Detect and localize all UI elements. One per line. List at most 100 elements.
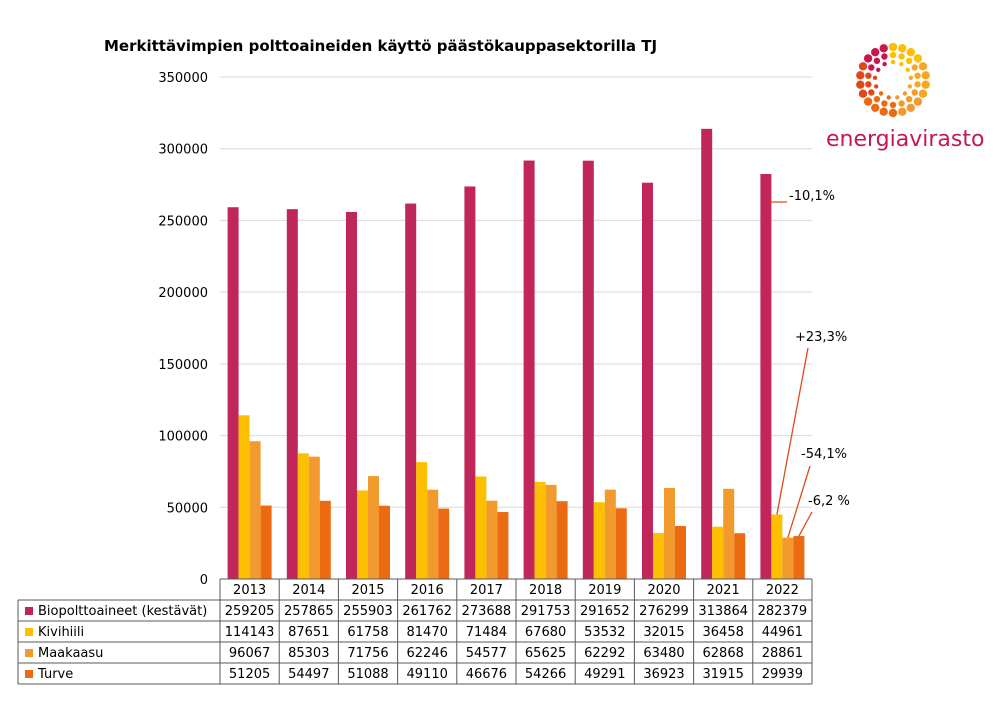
data-label: 62246 [407, 646, 448, 661]
bars [227, 128, 805, 580]
logo-dot [898, 53, 905, 60]
data-label: 32015 [643, 625, 684, 640]
bar [379, 505, 390, 579]
chart-title: Merkittävimpien polttoaineiden käyttö pä… [104, 37, 657, 55]
x-tick-label: 2022 [766, 583, 799, 598]
bar [438, 508, 450, 579]
y-tick-label: 50000 [167, 501, 208, 516]
bar [712, 526, 724, 579]
bar [486, 500, 498, 579]
data-table: 2013 2014 2015 2016 2017 2018 2019 2020 2021 2022… [17, 578, 813, 685]
x-tick-label: 2016 [411, 583, 444, 598]
bar [782, 537, 794, 579]
logo-dot [856, 71, 865, 80]
bar [308, 456, 320, 579]
bar [545, 484, 557, 579]
logo-dot [905, 67, 910, 73]
data-label: 81470 [407, 625, 448, 640]
bar [556, 501, 568, 579]
logo-dot [878, 91, 884, 96]
logo-dot [890, 59, 896, 65]
x-tick-label: 2014 [292, 583, 325, 598]
data-label: 71484 [466, 625, 507, 640]
logo-dot [898, 100, 905, 107]
logo-dot [898, 44, 907, 53]
logo-dot [882, 61, 887, 67]
bar [615, 508, 627, 579]
logo-dot [865, 72, 872, 79]
data-label: 54497 [288, 667, 329, 682]
bar [701, 128, 713, 579]
annotation-line [787, 465, 811, 538]
data-label: 54577 [466, 646, 507, 661]
bar [497, 512, 509, 579]
logo-dot [873, 96, 881, 103]
bar [368, 476, 379, 579]
logo-dot [914, 72, 921, 79]
data-label: 114143 [225, 625, 275, 640]
x-tick-label: 2021 [707, 583, 740, 598]
bar [760, 173, 772, 579]
bar [286, 209, 298, 579]
bar [357, 490, 368, 579]
data-label: 255903 [343, 604, 393, 619]
data-label: 71756 [347, 646, 388, 661]
bar [260, 505, 272, 579]
data-label: 96067 [229, 646, 270, 661]
logo-dot [881, 53, 888, 60]
data-label: 65625 [525, 646, 566, 661]
bar [723, 488, 735, 579]
logo-dot [898, 107, 907, 116]
data-label: 46676 [466, 667, 507, 682]
data-label: 36923 [643, 667, 684, 682]
logo-dot [889, 101, 897, 109]
data-label: 44961 [762, 625, 803, 640]
logo-dot [889, 51, 897, 59]
annotation-label: -54,1% [801, 447, 847, 462]
logo-dot [902, 91, 908, 96]
x-tick-label: 2013 [233, 583, 266, 598]
legend-label: Maakaasu [38, 646, 103, 661]
logo-dot [911, 64, 918, 71]
bar [523, 160, 535, 579]
bar [238, 415, 250, 579]
bar [771, 514, 783, 579]
data-label: 61758 [347, 625, 388, 640]
bar [249, 441, 261, 579]
annotation-label: -10,1% [789, 189, 835, 204]
data-label: 51205 [229, 667, 270, 682]
logo-dot [874, 84, 879, 89]
logo-dot [888, 108, 898, 118]
data-label: 36458 [703, 625, 744, 640]
x-tick-label: 2018 [529, 583, 562, 598]
bar [593, 502, 605, 579]
logo-dot [921, 80, 930, 89]
logo-dot [913, 54, 923, 63]
bar [346, 211, 357, 580]
x-tick-label: 2015 [351, 583, 384, 598]
logo-dot [895, 95, 900, 100]
logo-dot [899, 61, 904, 67]
legend-swatch [25, 649, 33, 657]
logo-dot [905, 57, 913, 64]
logo-dot [911, 89, 918, 96]
data-label: 51088 [347, 667, 388, 682]
logo-dot [906, 103, 915, 113]
y-tick-label: 200000 [158, 286, 208, 301]
x-tick-label: 2017 [470, 583, 503, 598]
logo-dot [871, 103, 880, 113]
bar [675, 526, 686, 579]
energiavirasto-logo: energiavirasto [826, 42, 984, 152]
x-tick-label: 2019 [588, 583, 621, 598]
logo-dot [913, 97, 923, 106]
data-label: 28861 [762, 646, 803, 661]
logo-dot [858, 62, 868, 71]
logo-dot [873, 57, 881, 64]
data-label: 291652 [580, 604, 630, 619]
data-label: 282379 [758, 604, 808, 619]
bar [464, 186, 476, 579]
data-label: 54266 [525, 667, 566, 682]
bar [604, 489, 616, 579]
logo-dot [879, 107, 888, 116]
